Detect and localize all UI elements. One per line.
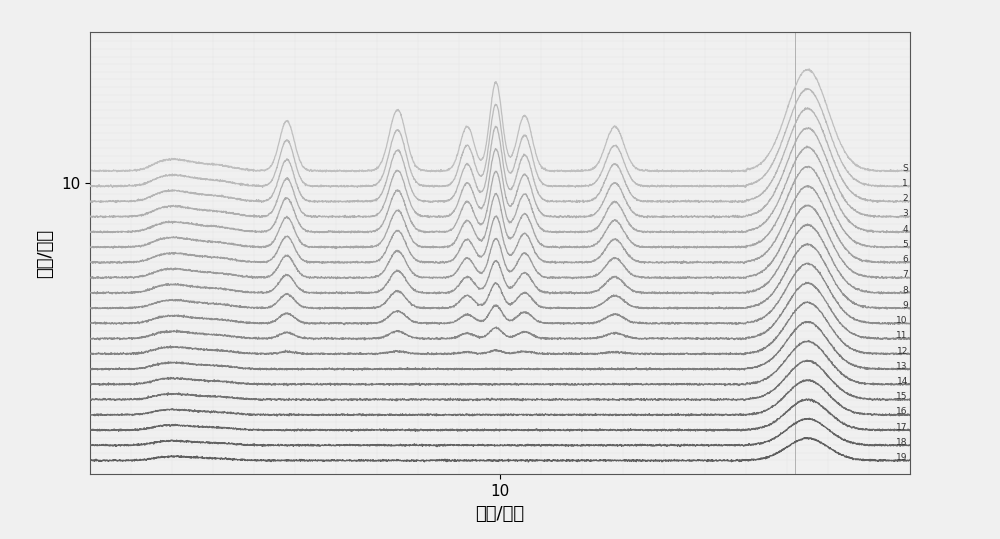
Text: 18: 18 xyxy=(896,438,908,447)
Text: 2: 2 xyxy=(902,194,908,203)
Text: 11: 11 xyxy=(896,331,908,340)
Text: 1: 1 xyxy=(902,179,908,188)
Text: 13: 13 xyxy=(896,362,908,371)
Text: 7: 7 xyxy=(902,270,908,279)
Text: S: S xyxy=(902,164,908,172)
Text: 9: 9 xyxy=(902,301,908,310)
Text: 12: 12 xyxy=(897,347,908,356)
Text: 5: 5 xyxy=(902,240,908,249)
Text: 14: 14 xyxy=(897,377,908,386)
Text: 8: 8 xyxy=(902,286,908,294)
Text: 16: 16 xyxy=(896,407,908,417)
Text: 15: 15 xyxy=(896,392,908,401)
Text: 4: 4 xyxy=(902,225,908,233)
Text: 17: 17 xyxy=(896,423,908,432)
Text: 19: 19 xyxy=(896,453,908,462)
X-axis label: 时间/分钟: 时间/分钟 xyxy=(475,505,525,523)
Text: 6: 6 xyxy=(902,255,908,264)
Text: 3: 3 xyxy=(902,209,908,218)
Text: 10: 10 xyxy=(896,316,908,325)
Y-axis label: 电压/毫安: 电压/毫安 xyxy=(36,229,54,278)
